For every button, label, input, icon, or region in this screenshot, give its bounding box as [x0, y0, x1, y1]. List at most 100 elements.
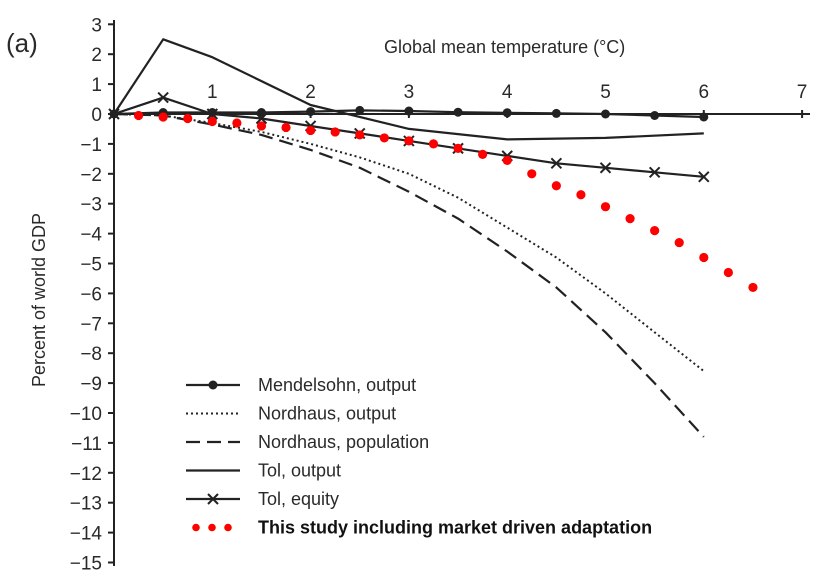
- data-point: [256, 121, 267, 131]
- series-line: [113, 113, 705, 372]
- y-tick-label: 3: [91, 15, 102, 36]
- legend-item-this-study-including-market-driven-adaptation: This study including market driven adapt…: [192, 518, 652, 538]
- y-tick-label: −13: [70, 494, 102, 515]
- data-point: [404, 106, 414, 116]
- data-point: [576, 190, 586, 200]
- legend-marker: [208, 380, 218, 390]
- data-point: [404, 136, 414, 146]
- series-nordhaus-population: [113, 112, 705, 438]
- data-point: [599, 162, 612, 174]
- data-point: [108, 108, 120, 120]
- data-point: [453, 107, 463, 117]
- y-tick-label: −8: [80, 344, 102, 365]
- data-point: [428, 139, 439, 149]
- data-point: [551, 108, 561, 118]
- y-tick-label: −15: [70, 554, 102, 575]
- data-point: [256, 108, 266, 118]
- series-this-study-including-market-driven-adaptation: [133, 110, 758, 293]
- x-tick-label: 5: [600, 82, 611, 103]
- legend-item-mendelsohn-output: Mendelsohn, output: [186, 375, 416, 395]
- y-tick-label: −6: [80, 284, 102, 305]
- series-layer: [108, 38, 758, 438]
- series-tol-output: [113, 38, 704, 141]
- data-point: [698, 171, 710, 183]
- y-tick-label: −10: [70, 404, 102, 425]
- y-tick-label: −9: [80, 374, 102, 395]
- data-point: [600, 202, 611, 212]
- data-point: [699, 252, 709, 263]
- data-point: [601, 109, 610, 119]
- legend-item-tol-output: Tol, output: [186, 461, 341, 481]
- legend-label: Tol, output: [258, 461, 341, 481]
- y-tick-label: −5: [80, 255, 102, 276]
- data-point: [232, 118, 242, 128]
- data-point: [206, 108, 219, 120]
- data-point: [551, 181, 561, 191]
- data-point: [255, 112, 268, 125]
- data-point: [306, 125, 316, 136]
- data-point: [550, 157, 563, 170]
- data-point: [207, 116, 217, 127]
- y-ticks: 3 2 1 0 −1 −2 −3 −4 −5 −6 −7 −8 −9 −10 −11 −12 −13 −14 −15: [70, 15, 114, 575]
- legend-marker: [207, 493, 219, 505]
- data-point: [330, 127, 340, 137]
- series-mendelsohn-output: [109, 105, 709, 122]
- data-point: [502, 155, 512, 165]
- data-point: [723, 267, 733, 278]
- panel-label: (a): [6, 28, 38, 58]
- y-tick-label: 0: [91, 105, 102, 126]
- y-tick-label: −1: [80, 135, 102, 156]
- y-tick-label: 1: [91, 75, 102, 96]
- legend-swatch-dot: [192, 523, 200, 532]
- legend-label: Nordhaus, population: [258, 432, 429, 452]
- data-point: [281, 122, 291, 133]
- data-point: [157, 91, 169, 104]
- series-nordhaus-output: [113, 113, 705, 372]
- legend-label: Nordhaus, output: [258, 404, 396, 424]
- data-point: [648, 166, 661, 179]
- legend-item-nordhaus-population: Nordhaus, population: [186, 432, 429, 452]
- data-point: [183, 113, 193, 124]
- y-axis-title: Percent of world GDP: [29, 213, 49, 387]
- data-point: [748, 282, 758, 293]
- legend-label: Mendelsohn, output: [258, 375, 416, 395]
- x-tick-label: 6: [699, 82, 710, 103]
- data-point: [306, 107, 316, 117]
- legend: Mendelsohn, output Nordhaus, output Nordha…: [186, 375, 652, 538]
- x-tick-label: 2: [305, 82, 316, 103]
- data-point: [502, 108, 512, 118]
- data-point: [355, 105, 365, 115]
- data-point: [379, 133, 389, 143]
- y-tick-label: −3: [80, 195, 102, 216]
- data-point: [625, 214, 635, 224]
- data-point: [650, 110, 660, 120]
- x-tick-label: 7: [797, 82, 808, 103]
- legend-swatch-dot: [224, 523, 232, 532]
- y-tick-label: −12: [70, 464, 102, 485]
- data-point: [674, 237, 684, 248]
- data-point: [650, 226, 660, 236]
- legend-item-tol-equity: Tol, equity: [186, 489, 339, 509]
- legend-label: Tol, equity: [258, 489, 339, 509]
- legend-item-nordhaus-output: Nordhaus, output: [186, 404, 396, 424]
- data-point: [355, 130, 365, 140]
- data-point: [699, 112, 709, 122]
- y-tick-label: −2: [80, 165, 102, 186]
- y-tick-label: −7: [80, 314, 102, 335]
- x-tick-label: 4: [502, 82, 513, 103]
- x-axis-title: Global mean temperature (°C): [384, 37, 625, 57]
- y-tick-label: 2: [91, 45, 102, 66]
- data-point: [133, 110, 144, 121]
- data-point: [478, 149, 488, 159]
- data-point: [453, 143, 463, 153]
- y-tick-label: −4: [80, 225, 102, 246]
- data-point: [158, 112, 168, 122]
- y-tick-label: −14: [70, 524, 103, 545]
- x-tick-label: 3: [404, 82, 415, 103]
- legend-swatch-dot: [208, 523, 216, 532]
- data-point: [527, 169, 537, 179]
- x-tick-label: 1: [207, 82, 218, 103]
- series-line: [113, 112, 705, 438]
- legend-label: This study including market driven adapt…: [258, 518, 652, 538]
